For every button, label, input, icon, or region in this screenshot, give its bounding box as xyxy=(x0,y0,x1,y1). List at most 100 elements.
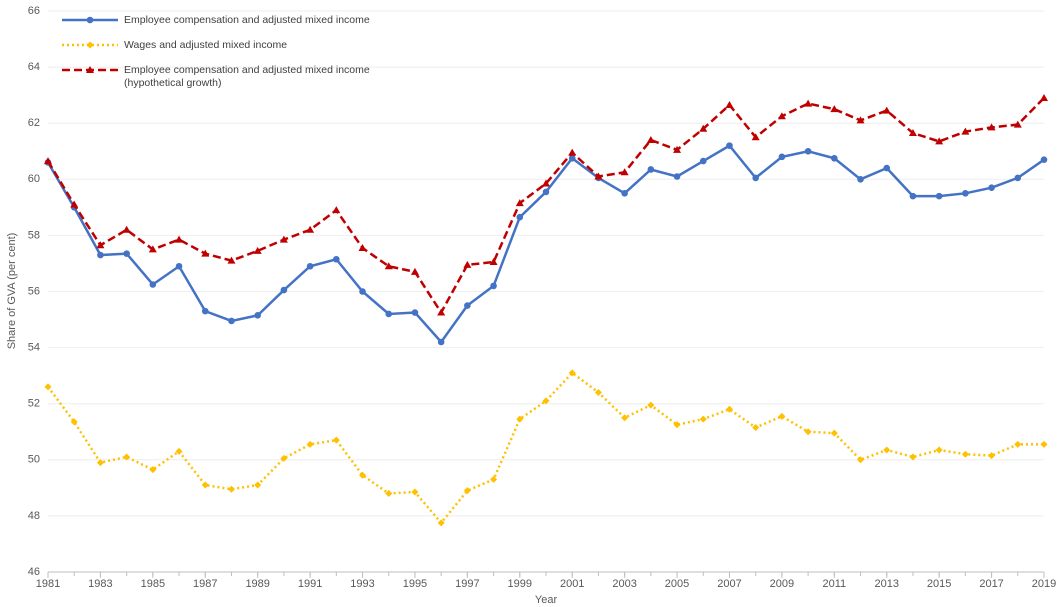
x-tick-label: 1989 xyxy=(245,578,269,590)
data-point xyxy=(490,282,497,290)
x-tick-label: 1981 xyxy=(36,578,60,590)
data-point xyxy=(228,317,235,325)
data-point xyxy=(437,308,446,316)
data-point xyxy=(778,153,786,161)
data-point xyxy=(542,179,550,187)
data-point xyxy=(883,164,891,172)
data-point xyxy=(1014,440,1022,448)
data-point xyxy=(175,262,183,270)
data-point xyxy=(201,307,209,315)
data-point xyxy=(254,481,262,489)
data-point xyxy=(542,397,550,405)
data-point xyxy=(254,312,261,319)
data-point xyxy=(123,250,130,257)
x-tick-label: 2019 xyxy=(1032,578,1056,590)
data-point xyxy=(516,415,524,423)
data-point xyxy=(279,235,288,243)
x-tick-label: 2003 xyxy=(612,578,636,590)
y-tick-label: 64 xyxy=(28,61,40,73)
y-axis-label: Share of GVA (per cent) xyxy=(6,233,18,350)
data-point xyxy=(306,225,315,233)
data-point xyxy=(621,414,629,422)
legend-label: Employee compensation and adjusted mixed… xyxy=(124,64,370,89)
data-point xyxy=(306,440,314,448)
data-point xyxy=(594,172,603,180)
data-point xyxy=(515,199,524,207)
data-point xyxy=(70,200,79,208)
data-point xyxy=(988,452,996,460)
data-point xyxy=(175,447,183,455)
data-point xyxy=(725,100,734,108)
data-point xyxy=(909,453,917,461)
x-tick-label: 1985 xyxy=(141,578,165,590)
series-line xyxy=(46,371,1044,525)
x-tick-label: 1987 xyxy=(193,578,217,590)
data-point xyxy=(988,184,995,192)
data-point xyxy=(751,133,760,141)
data-point xyxy=(752,174,759,182)
data-point xyxy=(332,206,341,214)
data-point xyxy=(777,112,786,120)
x-tick-label: 1997 xyxy=(455,578,479,590)
y-tick-label: 54 xyxy=(28,342,40,354)
data-point xyxy=(149,466,157,474)
x-tick-label: 2011 xyxy=(822,578,846,590)
x-tick-label: 1999 xyxy=(508,578,532,590)
y-tick-label: 66 xyxy=(28,5,40,17)
data-point xyxy=(1040,93,1048,101)
data-point xyxy=(149,281,157,288)
data-point xyxy=(123,453,131,461)
data-point xyxy=(489,258,498,266)
x-tick-label: 2007 xyxy=(717,578,741,590)
data-point xyxy=(726,142,733,149)
y-tick-label: 56 xyxy=(28,285,40,297)
data-point xyxy=(831,154,838,162)
x-tick-label: 2009 xyxy=(770,578,794,590)
data-point xyxy=(935,137,944,145)
data-point xyxy=(437,519,445,527)
y-tick-label: 60 xyxy=(28,173,40,185)
data-point xyxy=(961,127,970,135)
data-point xyxy=(463,487,471,495)
data-point xyxy=(856,116,865,124)
data-point xyxy=(568,154,576,162)
legend-label: Employee compensation and adjusted mixed… xyxy=(124,14,370,26)
data-point xyxy=(385,310,393,318)
data-point xyxy=(778,412,786,420)
data-point xyxy=(673,173,681,180)
x-axis-label: Year xyxy=(535,594,558,606)
data-point xyxy=(568,148,577,156)
data-point xyxy=(725,405,733,413)
data-point xyxy=(542,188,550,196)
data-point xyxy=(227,256,236,264)
data-point xyxy=(935,446,943,454)
data-point xyxy=(410,267,419,275)
x-tick-label: 1995 xyxy=(403,578,427,590)
y-tick-label: 48 xyxy=(28,510,40,522)
data-point xyxy=(647,166,655,173)
y-tick-label: 58 xyxy=(28,229,40,241)
x-tick-label: 2013 xyxy=(874,578,898,590)
y-tick-label: 46 xyxy=(28,566,40,578)
x-tick-label: 2015 xyxy=(927,578,951,590)
data-point xyxy=(411,488,419,496)
data-point xyxy=(646,136,655,144)
data-point xyxy=(359,471,367,479)
data-point xyxy=(384,262,393,270)
data-point xyxy=(620,168,629,176)
data-point xyxy=(962,190,969,197)
data-point xyxy=(752,424,760,432)
data-point xyxy=(490,475,498,483)
data-point xyxy=(201,249,210,257)
data-point xyxy=(464,302,471,309)
data-point xyxy=(358,244,367,252)
data-point xyxy=(333,255,340,263)
data-point xyxy=(908,129,917,137)
legend-marker xyxy=(86,16,94,24)
data-point xyxy=(201,481,209,489)
data-point xyxy=(857,176,864,183)
data-point xyxy=(385,489,393,497)
data-point xyxy=(883,446,891,454)
data-point xyxy=(804,147,812,155)
data-point xyxy=(1014,174,1022,182)
